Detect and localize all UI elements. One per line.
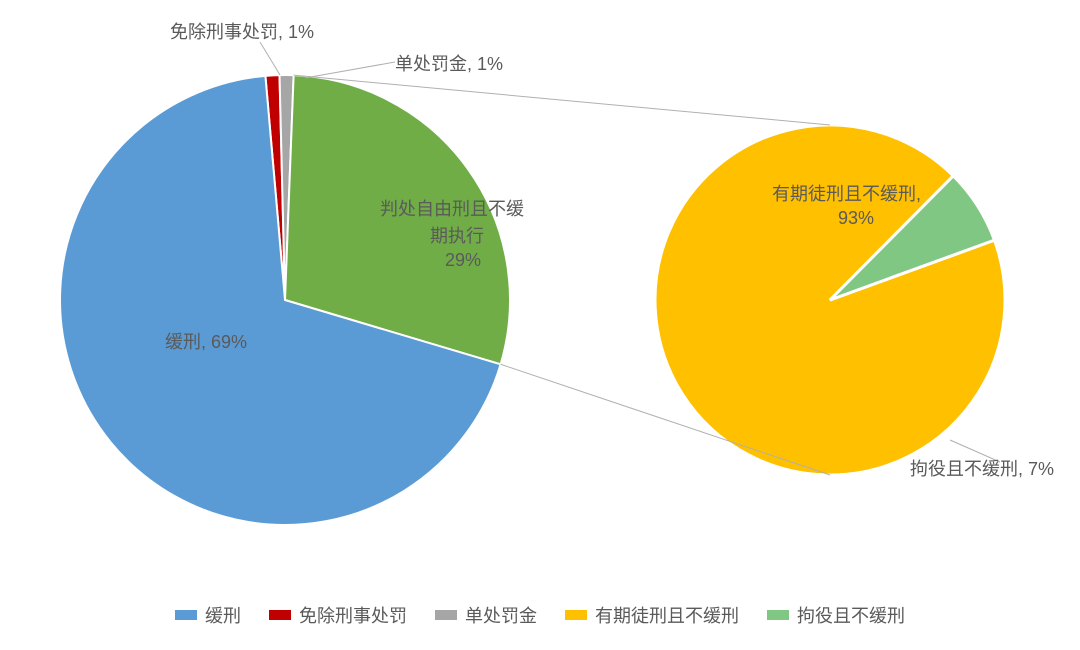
- chart-svg: [0, 0, 1080, 650]
- callout-nosusp-l2: 期执行: [430, 222, 484, 248]
- legend-label: 免除刑事处罚: [299, 602, 407, 628]
- callout-prison-l1: 有期徒刑且不缓刑,: [772, 180, 921, 206]
- legend-swatch-icon: [767, 610, 789, 620]
- callout-nosusp-l3: 29%: [445, 250, 481, 271]
- callout-detention: 拘役且不缓刑, 7%: [910, 455, 1054, 481]
- callout-nosusp-l1: 判处自由刑且不缓: [380, 195, 524, 221]
- legend: 缓刑 免除刑事处罚 单处罚金 有期徒刑且不缓刑 拘役且不缓刑: [0, 602, 1080, 628]
- callout-exempt: 免除刑事处罚, 1%: [170, 18, 314, 44]
- legend-swatch-icon: [175, 610, 197, 620]
- legend-swatch-icon: [269, 610, 291, 620]
- leader-line: [305, 62, 395, 78]
- legend-item-detention: 拘役且不缓刑: [767, 602, 905, 628]
- callout-fine: 单处罚金, 1%: [395, 50, 503, 76]
- legend-item-prison: 有期徒刑且不缓刑: [565, 602, 739, 628]
- legend-label: 单处罚金: [465, 602, 537, 628]
- legend-swatch-icon: [565, 610, 587, 620]
- leader-line: [260, 42, 280, 75]
- legend-swatch-icon: [435, 610, 457, 620]
- legend-item-exempt: 免除刑事处罚: [269, 602, 407, 628]
- legend-label: 拘役且不缓刑: [797, 602, 905, 628]
- callout-prison-l2: 93%: [838, 208, 874, 229]
- chart-container: 免除刑事处罚, 1% 单处罚金, 1% 判处自由刑且不缓 期执行 29% 缓刑,…: [0, 0, 1080, 650]
- legend-label: 缓刑: [205, 602, 241, 628]
- legend-label: 有期徒刑且不缓刑: [595, 602, 739, 628]
- legend-item-probation: 缓刑: [175, 602, 241, 628]
- callout-probation: 缓刑, 69%: [165, 328, 247, 354]
- legend-item-fine: 单处罚金: [435, 602, 537, 628]
